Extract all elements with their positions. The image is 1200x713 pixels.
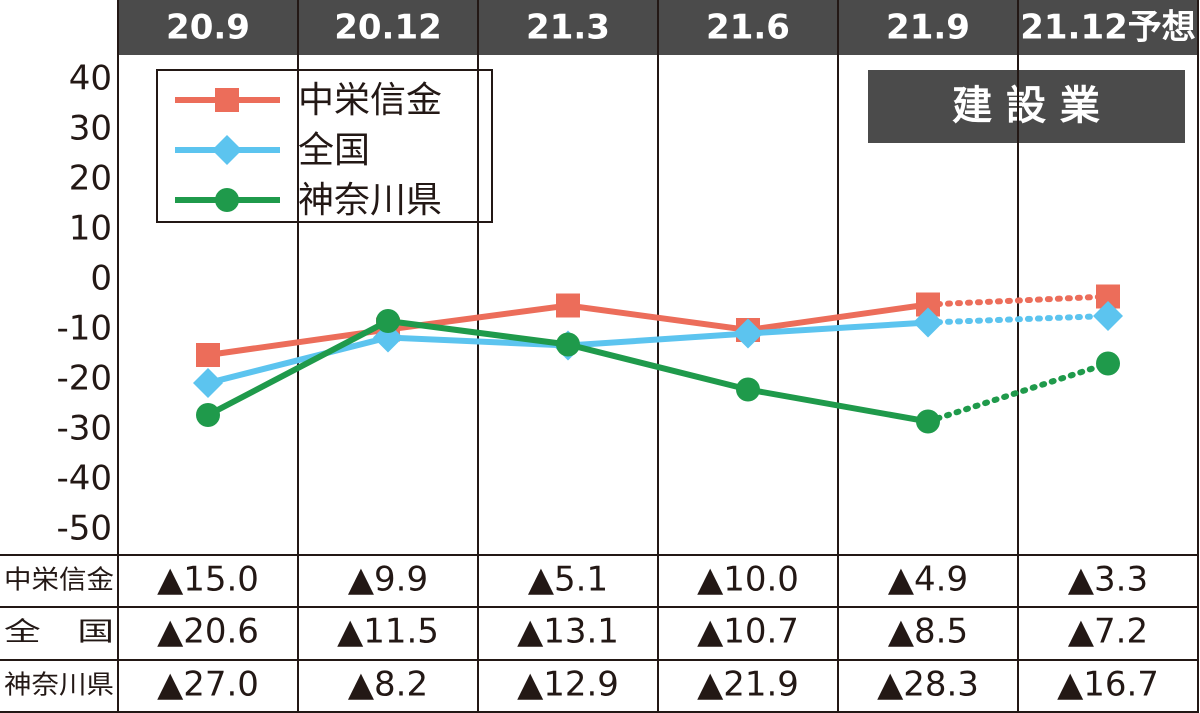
x-tick-label: 20.9 bbox=[166, 8, 250, 48]
marker bbox=[913, 307, 943, 338]
table-cell: ▲20.6 bbox=[157, 612, 259, 652]
marker bbox=[736, 377, 760, 402]
x-tick-label: 20.12 bbox=[334, 8, 442, 48]
table-cell: ▲13.1 bbox=[517, 612, 619, 652]
forecast-line bbox=[925, 360, 1111, 425]
table-cell: ▲10.7 bbox=[697, 612, 799, 652]
table-cell: ▲28.3 bbox=[877, 665, 979, 705]
table-cell: ▲3.3 bbox=[1068, 560, 1148, 600]
y-tick-label: 40 bbox=[69, 59, 112, 99]
x-tick-label: 21.6 bbox=[706, 8, 790, 48]
legend-label: 中栄信金 bbox=[298, 80, 442, 121]
table-cell: ▲15.0 bbox=[157, 560, 259, 600]
table-cell: ▲11.5 bbox=[337, 612, 439, 652]
table-cell: ▲8.2 bbox=[348, 665, 428, 705]
marker bbox=[1096, 351, 1120, 376]
marker bbox=[215, 188, 239, 212]
marker bbox=[215, 88, 239, 112]
badge: 建 設 業 bbox=[952, 83, 1100, 129]
y-tick-label: -40 bbox=[56, 459, 112, 499]
table-cell: ▲12.9 bbox=[517, 665, 619, 705]
marker bbox=[556, 332, 580, 357]
y-tick-label: -30 bbox=[56, 409, 112, 449]
table-cell: ▲27.0 bbox=[157, 665, 259, 705]
forecast-line bbox=[925, 313, 1111, 326]
legend-box bbox=[156, 69, 493, 223]
badge-box bbox=[868, 70, 1185, 143]
legend-label: 全国 bbox=[298, 130, 370, 171]
row-label: 中栄信金 bbox=[4, 566, 114, 596]
table-cell: ▲16.7 bbox=[1057, 665, 1159, 705]
x-tick-label: 21.3 bbox=[526, 8, 610, 48]
row-label: 神奈川県 bbox=[4, 671, 114, 701]
y-tick-label: -50 bbox=[56, 509, 112, 549]
marker bbox=[556, 293, 580, 318]
table-cell: ▲9.9 bbox=[348, 560, 428, 600]
y-tick-label: 10 bbox=[69, 209, 112, 249]
marker bbox=[193, 368, 223, 398]
row-label: 全 国 bbox=[4, 618, 114, 648]
marker bbox=[196, 343, 220, 367]
y-tick-label: 20 bbox=[69, 159, 112, 199]
table-cell: ▲4.9 bbox=[888, 560, 968, 600]
legend-label: 神奈川県 bbox=[298, 180, 442, 221]
marker bbox=[196, 403, 220, 427]
table-cell: ▲21.9 bbox=[697, 665, 799, 705]
table-cell: ▲7.2 bbox=[1068, 612, 1148, 652]
y-tick-label: -10 bbox=[56, 309, 112, 349]
x-tick-label: 21.9 bbox=[886, 8, 970, 48]
marker bbox=[733, 318, 763, 349]
x-tick-label: 21.12予想 bbox=[1020, 8, 1196, 48]
y-tick-label: 0 bbox=[90, 259, 112, 299]
marker bbox=[376, 309, 400, 333]
table-cell: ▲8.5 bbox=[888, 612, 968, 652]
table-cell: ▲10.0 bbox=[697, 560, 799, 600]
y-tick-label: 30 bbox=[69, 109, 112, 149]
marker bbox=[1093, 301, 1123, 331]
marker bbox=[212, 135, 242, 165]
table-cell: ▲5.1 bbox=[528, 560, 608, 600]
forecast-line bbox=[925, 293, 1111, 308]
y-tick-label: -20 bbox=[56, 359, 112, 399]
marker bbox=[916, 409, 940, 434]
